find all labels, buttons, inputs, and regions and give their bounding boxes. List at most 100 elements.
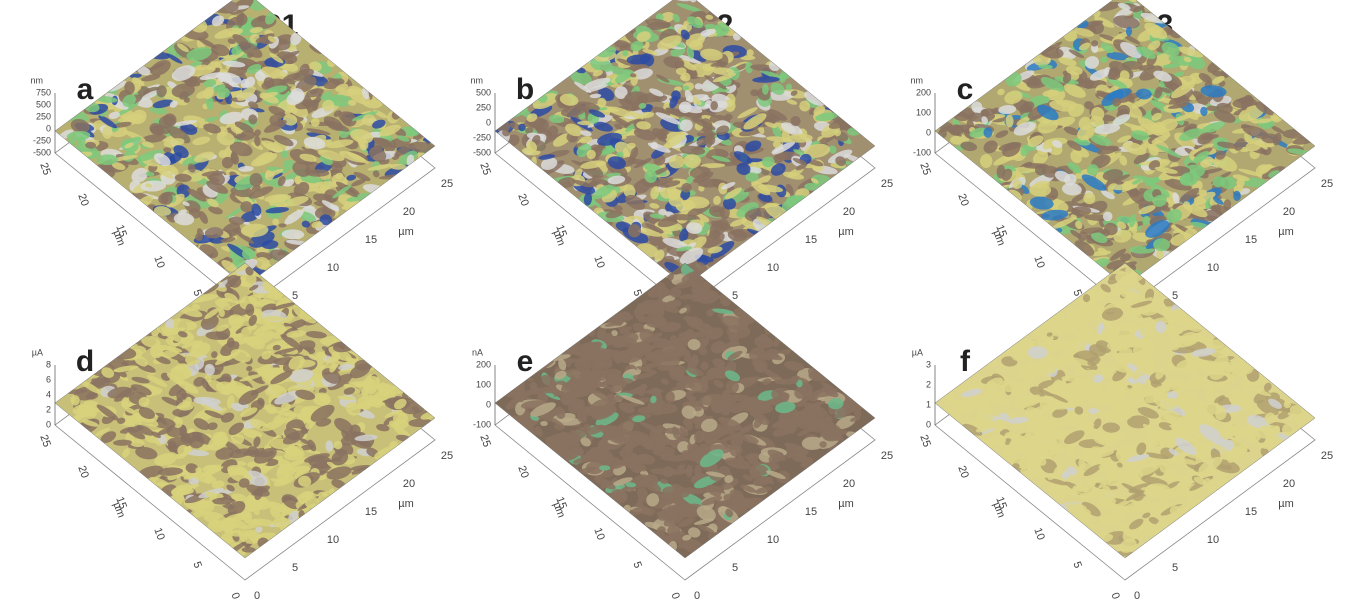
y-tick-label: 25: [37, 433, 52, 449]
x-tick-label: 10: [767, 262, 779, 274]
surface: [935, 263, 1322, 559]
x-tick-label: 5: [292, 562, 298, 574]
z-tick-label: 2: [46, 404, 51, 414]
x-tick-label: 0: [254, 590, 260, 600]
z-tick-label: 500: [36, 99, 51, 109]
z-tick-label: 8: [46, 359, 51, 369]
x-tick-label: 25: [441, 178, 453, 190]
y-tick-label: 0: [1108, 591, 1121, 600]
surface: [490, 0, 875, 290]
z-tick-label: 4: [46, 389, 51, 399]
x-tick-label: 20: [1283, 478, 1295, 490]
surface: [495, 260, 875, 558]
x-tick-label: 5: [732, 562, 738, 574]
x-axis-unit: µm: [1278, 498, 1294, 510]
x-tick-label: 25: [881, 450, 893, 462]
x-tick-label: 5: [1172, 290, 1178, 302]
x-tick-label: 20: [843, 206, 855, 218]
y-tick-label: 20: [75, 464, 90, 480]
y-tick-label: 20: [75, 192, 90, 208]
surface: [55, 0, 437, 289]
x-tick-label: 0: [1134, 590, 1140, 600]
x-tick-label: 0: [694, 590, 700, 600]
z-axis-unit: nm: [30, 75, 43, 85]
z-tick-label: 250: [476, 102, 491, 112]
x-tick-label: 10: [1207, 534, 1219, 546]
z-axis-unit: nm: [910, 75, 923, 85]
z-tick-label: 0: [486, 117, 491, 127]
y-tick-label: 0: [668, 591, 681, 600]
z-axis-unit: nA: [472, 347, 483, 357]
y-tick-label: 10: [151, 526, 166, 542]
panel-label: c: [957, 73, 974, 106]
y-tick-label: 25: [477, 161, 492, 177]
surface-patch: [1140, 324, 1154, 337]
z-tick-label: 0: [486, 399, 491, 409]
y-tick-label: 25: [917, 433, 932, 449]
y-tick-label: 5: [190, 560, 203, 570]
z-tick-label: 250: [36, 111, 51, 121]
panel-label: d: [76, 345, 94, 378]
y-tick-label: 0: [228, 591, 241, 600]
z-tick-label: -500: [33, 147, 51, 157]
x-tick-label: 25: [441, 450, 453, 462]
body: PPS1PPS2PPS30510152025µm0510152025µm7505…: [0, 0, 1348, 600]
z-tick-label: 0: [46, 419, 51, 429]
z-tick-label: 200: [916, 87, 931, 97]
z-tick-label: 200: [476, 359, 491, 369]
z-axis-unit: µA: [912, 347, 923, 357]
surface-patch: [762, 84, 769, 95]
z-tick-label: -100: [913, 147, 931, 157]
z-tick-label: 0: [46, 123, 51, 133]
y-tick-label: 5: [1070, 560, 1083, 570]
y-tick-label: 5: [630, 560, 643, 570]
figure: PPS1PPS2PPS30510152025µm0510152025µm7505…: [0, 0, 1348, 600]
x-tick-label: 15: [365, 506, 377, 518]
y-tick-label: 10: [151, 254, 166, 270]
x-tick-label: 20: [1283, 206, 1295, 218]
y-tick-label: 20: [515, 464, 530, 480]
z-tick-label: 2: [926, 379, 931, 389]
panel-label: f: [960, 345, 971, 378]
x-tick-label: 10: [1207, 262, 1219, 274]
x-tick-label: 5: [1172, 562, 1178, 574]
z-tick-label: 0: [926, 419, 931, 429]
x-tick-label: 20: [403, 478, 415, 490]
z-tick-label: -100: [473, 419, 491, 429]
x-tick-label: 5: [292, 290, 298, 302]
y-tick-label: 25: [37, 161, 52, 177]
y-tick-label: 20: [515, 192, 530, 208]
z-tick-label: 100: [476, 379, 491, 389]
surface-patch: [214, 440, 227, 445]
y-tick-label: 10: [591, 254, 606, 270]
z-axis-unit: µA: [32, 347, 43, 357]
z-tick-label: -250: [473, 132, 491, 142]
x-tick-label: 10: [327, 534, 339, 546]
z-tick-label: 750: [36, 87, 51, 97]
surface: [935, 0, 1317, 291]
x-tick-label: 25: [1321, 178, 1333, 190]
z-tick-label: 6: [46, 374, 51, 384]
x-tick-label: 10: [327, 262, 339, 274]
z-tick-label: 3: [926, 359, 931, 369]
z-tick-label: 1: [926, 399, 931, 409]
x-tick-label: 15: [805, 234, 817, 246]
x-tick-label: 15: [365, 234, 377, 246]
surface-patch: [1116, 335, 1138, 341]
y-tick-label: 10: [591, 526, 606, 542]
x-axis-unit: µm: [838, 226, 854, 238]
x-axis-unit: µm: [1278, 226, 1294, 238]
y-tick-label: 25: [917, 161, 932, 177]
x-tick-label: 15: [805, 506, 817, 518]
y-tick-label: 25: [477, 433, 492, 449]
x-tick-label: 20: [403, 206, 415, 218]
page: {"columns": [{"title": "PPS1"}, {"title"…: [0, 0, 1348, 600]
surface: [55, 259, 440, 560]
surface-patch: [268, 287, 278, 294]
panel-label: e: [517, 345, 534, 378]
x-tick-label: 25: [1321, 450, 1333, 462]
z-tick-label: 100: [916, 107, 931, 117]
x-tick-label: 20: [843, 478, 855, 490]
x-tick-label: 5: [732, 290, 738, 302]
x-axis-unit: µm: [398, 498, 414, 510]
